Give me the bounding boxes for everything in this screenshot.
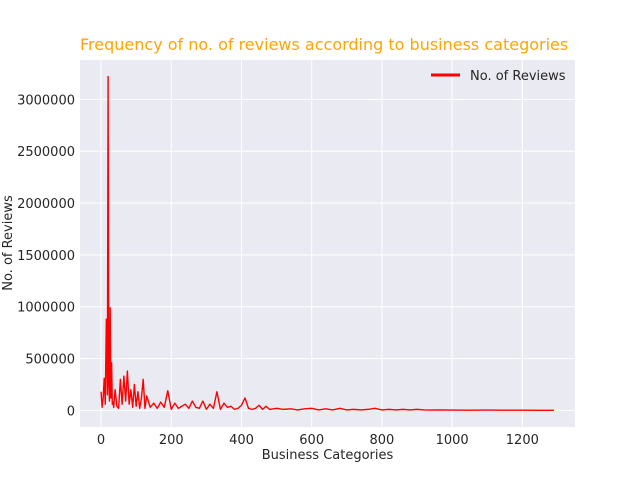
y-tick-label: 1000000 (17, 301, 75, 316)
x-tick-label: 0 (97, 433, 105, 448)
x-tick-label: 800 (370, 433, 395, 448)
y-tick-label: 500000 (25, 353, 75, 368)
x-axis-ticks: 0 200 400 600 800 1000 1200 (97, 433, 539, 448)
y-axis-label: No. of Reviews (1, 195, 16, 291)
x-tick-label: 1200 (506, 433, 539, 448)
y-tick-label: 2500000 (17, 145, 75, 160)
legend-label: No. of Reviews (470, 69, 566, 84)
y-tick-label: 2000000 (17, 197, 75, 212)
y-axis-ticks: 0 500000 1000000 1500000 2000000 2500000 30000… (17, 93, 75, 419)
y-tick-label: 0 (67, 404, 75, 419)
x-axis-label: Business Categories (262, 448, 394, 463)
y-tick-label: 3000000 (17, 93, 75, 108)
x-tick-label: 600 (299, 433, 324, 448)
x-tick-label: 1000 (436, 433, 469, 448)
plot-area (80, 60, 575, 427)
y-tick-label: 1500000 (17, 249, 75, 264)
x-tick-label: 200 (159, 433, 184, 448)
chart-title: Frequency of no. of reviews according to… (80, 35, 568, 54)
x-tick-label: 400 (229, 433, 254, 448)
